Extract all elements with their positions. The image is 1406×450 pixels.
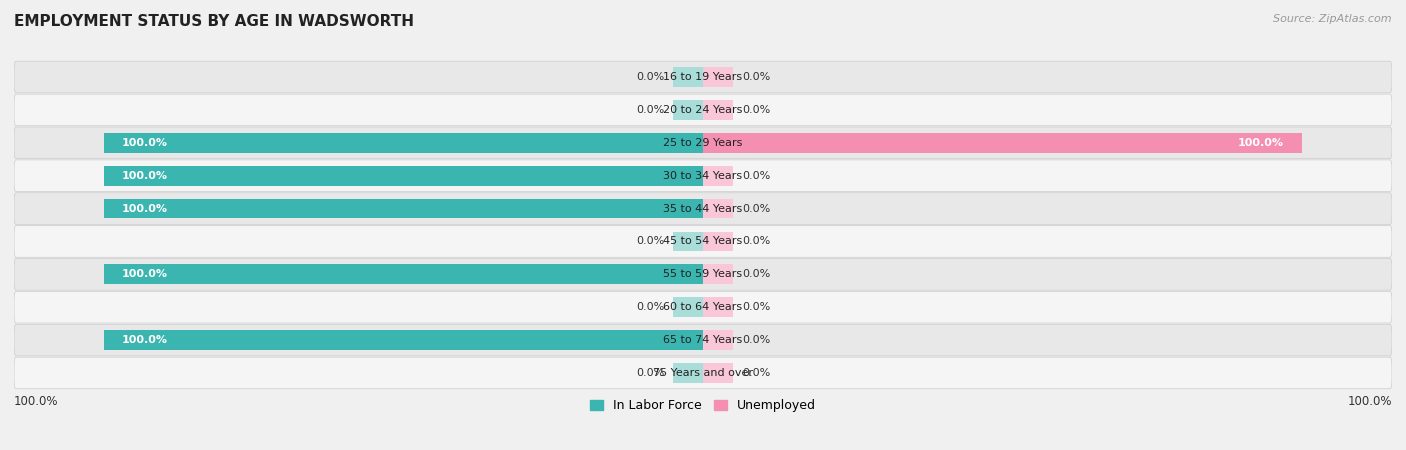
Bar (673, 232, 703, 251)
Bar (104, 133, 703, 153)
Text: 100.0%: 100.0% (1239, 138, 1284, 148)
FancyBboxPatch shape (14, 324, 1392, 356)
FancyBboxPatch shape (14, 259, 1392, 290)
Text: 0.0%: 0.0% (742, 270, 770, 279)
Bar (703, 232, 733, 251)
Text: 100.0%: 100.0% (122, 203, 167, 214)
FancyBboxPatch shape (14, 94, 1392, 126)
Text: 100.0%: 100.0% (122, 171, 167, 180)
Text: 0.0%: 0.0% (742, 171, 770, 180)
Bar (703, 133, 1302, 153)
Text: 0.0%: 0.0% (636, 236, 664, 247)
Text: 25 to 29 Years: 25 to 29 Years (664, 138, 742, 148)
Text: 100.0%: 100.0% (122, 138, 167, 148)
Bar (703, 100, 733, 120)
Text: 75 Years and over: 75 Years and over (652, 368, 754, 378)
Bar (703, 166, 733, 185)
Text: 0.0%: 0.0% (742, 368, 770, 378)
FancyBboxPatch shape (14, 193, 1392, 225)
Text: 60 to 64 Years: 60 to 64 Years (664, 302, 742, 312)
Text: 0.0%: 0.0% (636, 368, 664, 378)
Text: 0.0%: 0.0% (742, 236, 770, 247)
Bar (673, 297, 703, 317)
Bar (104, 166, 703, 185)
Text: 0.0%: 0.0% (742, 105, 770, 115)
Text: 35 to 44 Years: 35 to 44 Years (664, 203, 742, 214)
FancyBboxPatch shape (14, 61, 1392, 93)
Bar (673, 67, 703, 87)
Bar (104, 265, 703, 284)
Bar (703, 363, 733, 383)
Bar (673, 100, 703, 120)
Bar (703, 199, 733, 218)
Text: 20 to 24 Years: 20 to 24 Years (664, 105, 742, 115)
Text: 100.0%: 100.0% (122, 335, 167, 345)
Text: 30 to 34 Years: 30 to 34 Years (664, 171, 742, 180)
Text: 0.0%: 0.0% (636, 72, 664, 82)
Text: 45 to 54 Years: 45 to 54 Years (664, 236, 742, 247)
Text: 100.0%: 100.0% (1347, 396, 1392, 408)
Text: 0.0%: 0.0% (742, 203, 770, 214)
Bar (673, 363, 703, 383)
Bar (703, 330, 733, 350)
Bar (104, 199, 703, 218)
Bar (703, 67, 733, 87)
Text: 0.0%: 0.0% (742, 335, 770, 345)
Text: 100.0%: 100.0% (122, 270, 167, 279)
FancyBboxPatch shape (14, 127, 1392, 158)
Text: 100.0%: 100.0% (14, 396, 59, 408)
Bar (104, 330, 703, 350)
FancyBboxPatch shape (14, 160, 1392, 191)
Text: 55 to 59 Years: 55 to 59 Years (664, 270, 742, 279)
Text: 0.0%: 0.0% (742, 72, 770, 82)
Bar (703, 297, 733, 317)
FancyBboxPatch shape (14, 357, 1392, 389)
Text: 65 to 74 Years: 65 to 74 Years (664, 335, 742, 345)
Legend: In Labor Force, Unemployed: In Labor Force, Unemployed (585, 394, 821, 417)
FancyBboxPatch shape (14, 225, 1392, 257)
Text: EMPLOYMENT STATUS BY AGE IN WADSWORTH: EMPLOYMENT STATUS BY AGE IN WADSWORTH (14, 14, 413, 28)
Text: 0.0%: 0.0% (636, 105, 664, 115)
Bar (703, 265, 733, 284)
Text: 0.0%: 0.0% (636, 302, 664, 312)
Text: 0.0%: 0.0% (742, 302, 770, 312)
FancyBboxPatch shape (14, 292, 1392, 323)
Text: 16 to 19 Years: 16 to 19 Years (664, 72, 742, 82)
Text: Source: ZipAtlas.com: Source: ZipAtlas.com (1274, 14, 1392, 23)
